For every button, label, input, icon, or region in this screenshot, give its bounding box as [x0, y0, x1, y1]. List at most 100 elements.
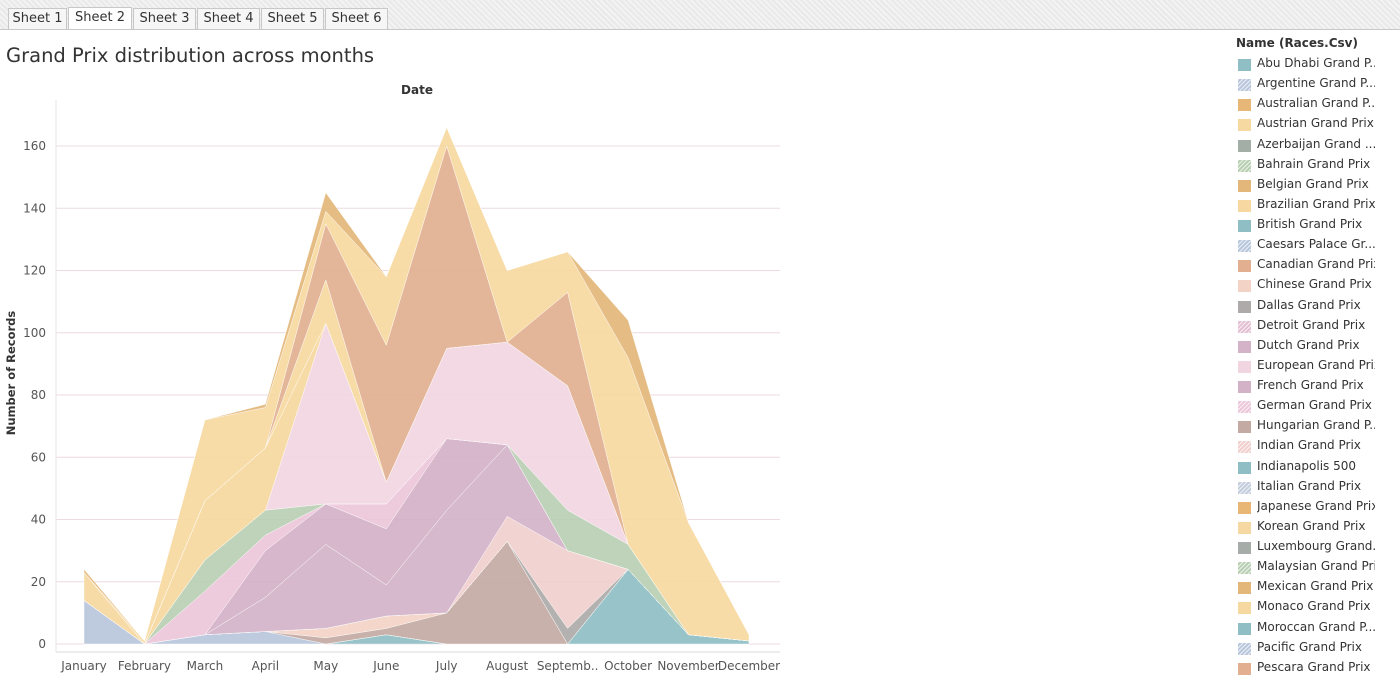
- legend-item[interactable]: Moroccan Grand P...: [1236, 618, 1396, 638]
- legend-item[interactable]: German Grand Prix: [1236, 396, 1396, 416]
- legend-items: Abu Dhabi Grand P... Argentine Grand P...…: [1236, 54, 1396, 678]
- series-areas: [83, 126, 750, 645]
- legend-item[interactable]: Australian Grand P...: [1236, 94, 1396, 114]
- legend-item[interactable]: Canadian Grand Prix: [1236, 255, 1396, 275]
- legend-label: Detroit Grand Prix: [1257, 317, 1366, 332]
- chart-title: Grand Prix distribution across months: [6, 44, 375, 67]
- legend-label: Moroccan Grand P...: [1257, 619, 1375, 634]
- x-axis-label: Date: [401, 83, 433, 97]
- legend-item[interactable]: Azerbaijan Grand ...: [1236, 135, 1396, 155]
- legend-item[interactable]: Austrian Grand Prix: [1236, 114, 1396, 134]
- legend-label: Abu Dhabi Grand P...: [1257, 56, 1375, 70]
- x-tick-label: November: [657, 659, 719, 673]
- legend-label: Azerbaijan Grand ...: [1257, 136, 1375, 151]
- legend-item[interactable]: Dallas Grand Prix: [1236, 296, 1396, 316]
- legend-label: Korean Grand Prix: [1257, 518, 1366, 533]
- legend-swatch: [1238, 119, 1251, 132]
- legend-item[interactable]: Abu Dhabi Grand P...: [1236, 54, 1396, 74]
- y-tick-label: 100: [23, 326, 46, 340]
- tab-sheet-1[interactable]: Sheet 1: [8, 8, 67, 29]
- legend-label: Australian Grand P...: [1257, 96, 1375, 111]
- legend-item[interactable]: Pescara Grand Prix: [1236, 658, 1396, 678]
- x-tick-label: April: [252, 659, 279, 673]
- legend-swatch: [1238, 280, 1251, 293]
- legend-item[interactable]: European Grand Prix: [1236, 356, 1396, 376]
- y-tick-labels: 0 20 40 60 80 100 120 140 160: [23, 139, 46, 651]
- legend-label: British Grand Prix: [1257, 217, 1363, 231]
- legend-item[interactable]: British Grand Prix: [1236, 215, 1396, 235]
- legend-swatch: [1238, 340, 1251, 353]
- legend-item[interactable]: Argentine Grand P...: [1236, 74, 1396, 94]
- x-tick-label: February: [118, 659, 171, 673]
- legend-item[interactable]: Indian Grand Prix: [1236, 436, 1396, 456]
- legend-swatch: [1238, 542, 1251, 554]
- legend-label: Canadian Grand Prix: [1257, 257, 1375, 272]
- legend-swatch: [1238, 300, 1251, 313]
- legend-swatch: [1238, 602, 1251, 615]
- legend-swatch: [1238, 481, 1251, 494]
- x-tick-label: Septemb..: [537, 659, 599, 673]
- area-chart: 0 20 40 60 80 100 120 140 160 January February Mar…: [4, 83, 780, 673]
- tab-sheet-2[interactable]: Sheet 2: [68, 7, 132, 29]
- legend-item[interactable]: Indianapolis 500: [1236, 457, 1396, 477]
- y-tick-label: 60: [31, 450, 46, 464]
- legend-item[interactable]: Monaco Grand Prix: [1236, 597, 1396, 617]
- legend-item[interactable]: Dutch Grand Prix: [1236, 336, 1396, 356]
- x-tick-label: December: [718, 659, 780, 673]
- legend-swatch: [1238, 179, 1251, 192]
- legend-label: Indian Grand Prix: [1257, 438, 1361, 453]
- y-axis-label: Number of Records: [4, 311, 18, 436]
- legend-swatch: [1238, 622, 1251, 635]
- legend-item[interactable]: Japanese Grand Prix: [1236, 497, 1396, 517]
- x-tick-label: June: [372, 659, 399, 673]
- legend-item[interactable]: Hungarian Grand P...: [1236, 416, 1396, 436]
- x-tick-label: May: [313, 659, 338, 673]
- legend-swatch: [1238, 421, 1251, 434]
- legend-item[interactable]: Brazilian Grand Prix: [1236, 195, 1396, 215]
- legend-item[interactable]: Chinese Grand Prix: [1236, 275, 1396, 295]
- legend-swatch: [1238, 461, 1251, 474]
- y-tick-label: 20: [31, 575, 46, 589]
- y-tick-label: 160: [23, 139, 46, 153]
- legend-label: Belgian Grand Prix: [1257, 176, 1369, 191]
- legend-swatch: [1238, 99, 1251, 112]
- y-tick-label: 40: [31, 513, 46, 527]
- legend-swatch: [1238, 662, 1251, 675]
- legend-label: German Grand Prix: [1257, 398, 1372, 413]
- legend-label: French Grand Prix: [1257, 378, 1364, 392]
- legend-label: Malaysian Grand Prix: [1257, 559, 1375, 574]
- legend-label: Pacific Grand Prix: [1257, 639, 1362, 654]
- legend-label: Luxembourg Grand...: [1257, 539, 1375, 553]
- legend-swatch: [1238, 59, 1251, 71]
- tab-sheet-6[interactable]: Sheet 6: [325, 8, 388, 29]
- y-tick-label: 120: [23, 264, 46, 278]
- tab-sheet-5[interactable]: Sheet 5: [261, 8, 324, 29]
- legend-swatch: [1238, 501, 1251, 514]
- tab-sheet-4[interactable]: Sheet 4: [197, 8, 260, 29]
- legend-label: Pescara Grand Prix: [1257, 659, 1371, 674]
- x-tick-labels: January February March April May June July Augu…: [60, 659, 780, 673]
- legend-label: Austrian Grand Prix: [1257, 116, 1374, 131]
- tab-sheet-3[interactable]: Sheet 3: [133, 8, 196, 29]
- area-series-belgian-grand-prix[interactable]: [83, 126, 750, 642]
- legend-swatch: [1238, 240, 1251, 253]
- x-tick-label: July: [435, 659, 458, 673]
- legend-swatch: [1238, 320, 1251, 333]
- legend-item[interactable]: Italian Grand Prix: [1236, 477, 1396, 497]
- legend-item[interactable]: Korean Grand Prix: [1236, 517, 1396, 537]
- legend-item[interactable]: Caesars Palace Gr...: [1236, 235, 1396, 255]
- legend-item[interactable]: Mexican Grand Prix: [1236, 577, 1396, 597]
- legend-swatch: [1238, 521, 1251, 534]
- legend-item[interactable]: Detroit Grand Prix: [1236, 316, 1396, 336]
- legend-item[interactable]: Belgian Grand Prix: [1236, 175, 1396, 195]
- y-tick-label: 140: [23, 201, 46, 215]
- legend-item[interactable]: Luxembourg Grand...: [1236, 537, 1396, 557]
- legend-item[interactable]: Malaysian Grand Prix: [1236, 557, 1396, 577]
- legend-label: Italian Grand Prix: [1257, 478, 1362, 493]
- legend-item[interactable]: Bahrain Grand Prix: [1236, 155, 1396, 175]
- legend-swatch: [1238, 562, 1251, 575]
- legend-item[interactable]: Pacific Grand Prix: [1236, 638, 1396, 658]
- legend-label: Brazilian Grand Prix: [1257, 196, 1375, 211]
- legend-label: European Grand Prix: [1257, 357, 1375, 372]
- legend-item[interactable]: French Grand Prix: [1236, 376, 1396, 396]
